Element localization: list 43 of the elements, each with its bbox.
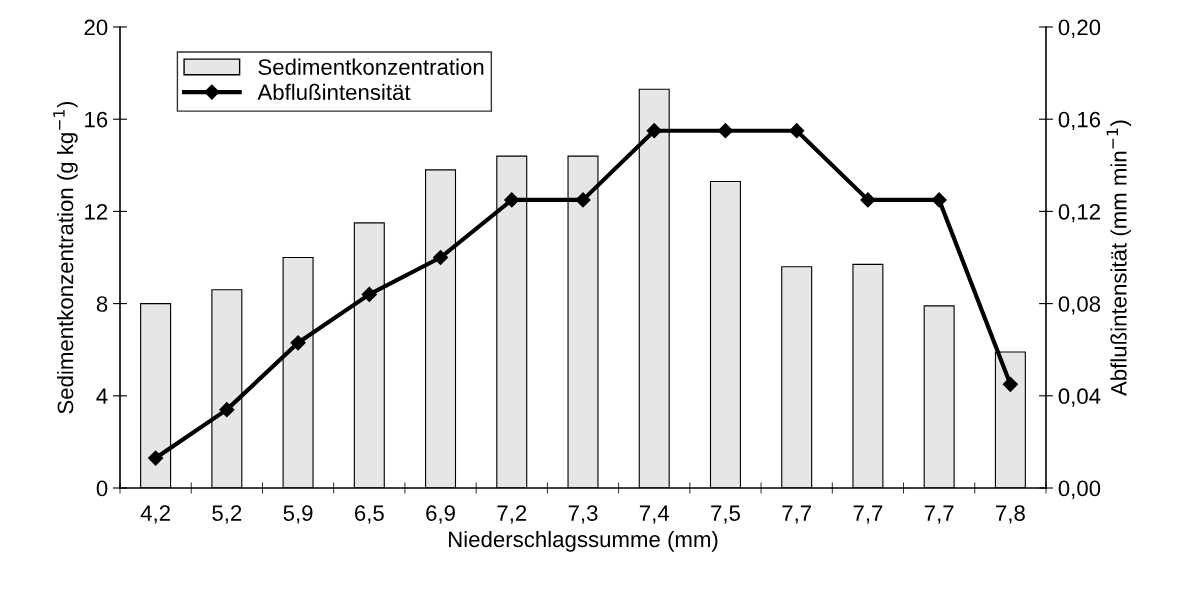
x-tick-label: 7,3 xyxy=(568,505,598,524)
point xyxy=(931,192,947,208)
y2-tick-label: 0,20 xyxy=(1058,19,1101,38)
y2-tick-label: 0,00 xyxy=(1058,480,1101,499)
point xyxy=(432,249,449,266)
legend-label: Sedimentkonzentration xyxy=(258,58,484,75)
point xyxy=(148,450,164,466)
x-tick-label: 6,9 xyxy=(426,505,455,524)
y2-tick-label: 0,08 xyxy=(1058,296,1101,315)
y-tick-label: 0 xyxy=(96,480,108,497)
x-tick-label: 7,7 xyxy=(782,505,812,524)
y-tick-label: 20 xyxy=(84,19,108,36)
y2-tick-label: 0,16 xyxy=(1058,111,1101,131)
x-tick-label: 4,2 xyxy=(140,505,170,524)
point xyxy=(646,123,662,139)
point xyxy=(361,286,377,302)
x-tick-label: 7,4 xyxy=(639,505,670,524)
point xyxy=(219,402,235,418)
y2-tick-label: 0,12 xyxy=(1058,203,1100,223)
x-tick-label: 7,2 xyxy=(497,505,527,524)
legend-label: Abflußintensität xyxy=(257,83,411,101)
y-tick-label: 12 xyxy=(85,203,108,220)
point xyxy=(575,192,591,208)
point xyxy=(717,123,734,139)
x-tick-label: 7,7 xyxy=(853,505,883,524)
x-tick-label: 6,5 xyxy=(354,505,384,524)
x-tick-label: 7,5 xyxy=(711,505,740,524)
x-axis-title: Niederschlagssumme (mm) xyxy=(449,530,718,552)
y-axis-title: Sedimentkonzentration (g kg$^{−1}$) xyxy=(53,101,78,414)
y2-tick-label: 0,04 xyxy=(1058,388,1101,407)
y-tick-label: 8 xyxy=(96,296,108,312)
point xyxy=(504,192,520,208)
x-tick-label: 5,9 xyxy=(283,505,313,524)
point xyxy=(290,335,306,351)
y-tick-label: 16 xyxy=(85,111,108,128)
point xyxy=(860,192,876,208)
y2-axis-title: Abflußintensität (mm min$^{−1}$) xyxy=(1106,120,1132,397)
point xyxy=(1002,376,1018,392)
x-tick-label: 7,8 xyxy=(996,505,1025,524)
x-tick-label: 5,2 xyxy=(212,505,242,524)
y-tick-label: 4 xyxy=(96,388,108,404)
x-tick-label: 7,7 xyxy=(924,505,954,524)
point xyxy=(789,123,805,139)
